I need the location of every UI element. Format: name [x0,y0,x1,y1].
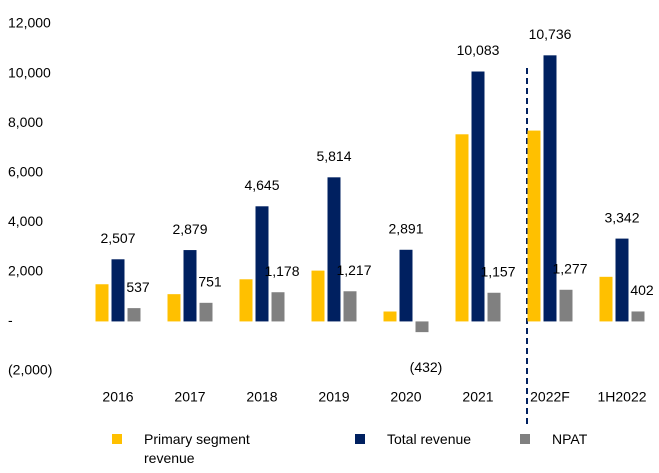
bar [559,289,573,322]
bar [527,130,541,322]
y-tick-label: (2,000) [8,362,52,378]
legend-swatch [112,434,122,444]
bar [199,302,213,322]
bar [111,259,125,322]
value-label: 10,736 [529,26,572,42]
value-label: 402 [630,282,654,298]
y-tick-label: 10,000 [8,64,51,80]
legend-item: NPAT [520,430,587,449]
value-label: 751 [198,274,222,290]
legend-label: NPAT [552,431,588,447]
bar [327,177,341,322]
x-tick-label: 2022F [530,389,570,405]
y-tick-label: 4,000 [8,213,43,229]
y-tick-label: 8,000 [8,114,43,130]
value-label: 4,645 [244,177,279,193]
value-label: 2,507 [100,230,135,246]
y-tick-label: - [8,312,13,328]
bar [455,134,469,322]
value-label: 537 [126,279,150,295]
value-label: 3,342 [604,209,639,225]
y-tick-label: 6,000 [8,163,43,179]
legend-swatch [355,434,365,444]
legend-item: Total revenue [355,430,471,449]
chart: (2,000) - 2,000 4,000 6,000 8,000 10,000 12,000… [8,15,654,425]
legend-swatch [520,434,530,444]
x-tick-label: 2019 [318,389,349,405]
bar [127,308,141,322]
bar [487,292,501,322]
value-label: 10,083 [457,42,500,58]
x-tick-label: 2017 [174,389,205,405]
y-tick-label: 2,000 [8,263,43,279]
bar [415,321,429,333]
value-label: 1,178 [264,263,299,279]
value-label: 5,814 [316,148,351,164]
bar [255,206,269,322]
x-tick-label: 2018 [246,389,277,405]
value-label: (432) [410,359,443,375]
value-label: 2,879 [172,221,207,237]
x-tick-label: 2020 [390,389,421,405]
bar [183,250,197,322]
legend-label: Total revenue [387,431,472,447]
legend-item: Primary segment revenue [112,430,282,468]
y-tick-label: 12,000 [8,15,51,31]
value-label: 1,157 [480,263,515,279]
legend-label: Primary segment revenue [144,431,250,466]
x-tick-label: 2016 [102,389,133,405]
bar [615,238,629,322]
bar [167,294,181,322]
x-tick-label: 1H2022 [597,389,646,405]
bar [599,276,613,322]
legend: Primary segment revenue Total revenue NPAT [0,430,659,473]
bar [631,311,645,322]
bar [95,284,109,322]
value-label: 1,277 [552,260,587,276]
value-label: 2,891 [388,220,423,236]
bar [399,249,413,322]
bar [343,291,357,322]
bar [271,292,285,322]
bar [471,71,485,322]
bar [543,55,557,322]
x-tick-label: 2021 [462,389,493,405]
bar [311,270,325,322]
bar [239,279,253,322]
value-label: 1,217 [336,262,371,278]
bar [383,311,397,322]
